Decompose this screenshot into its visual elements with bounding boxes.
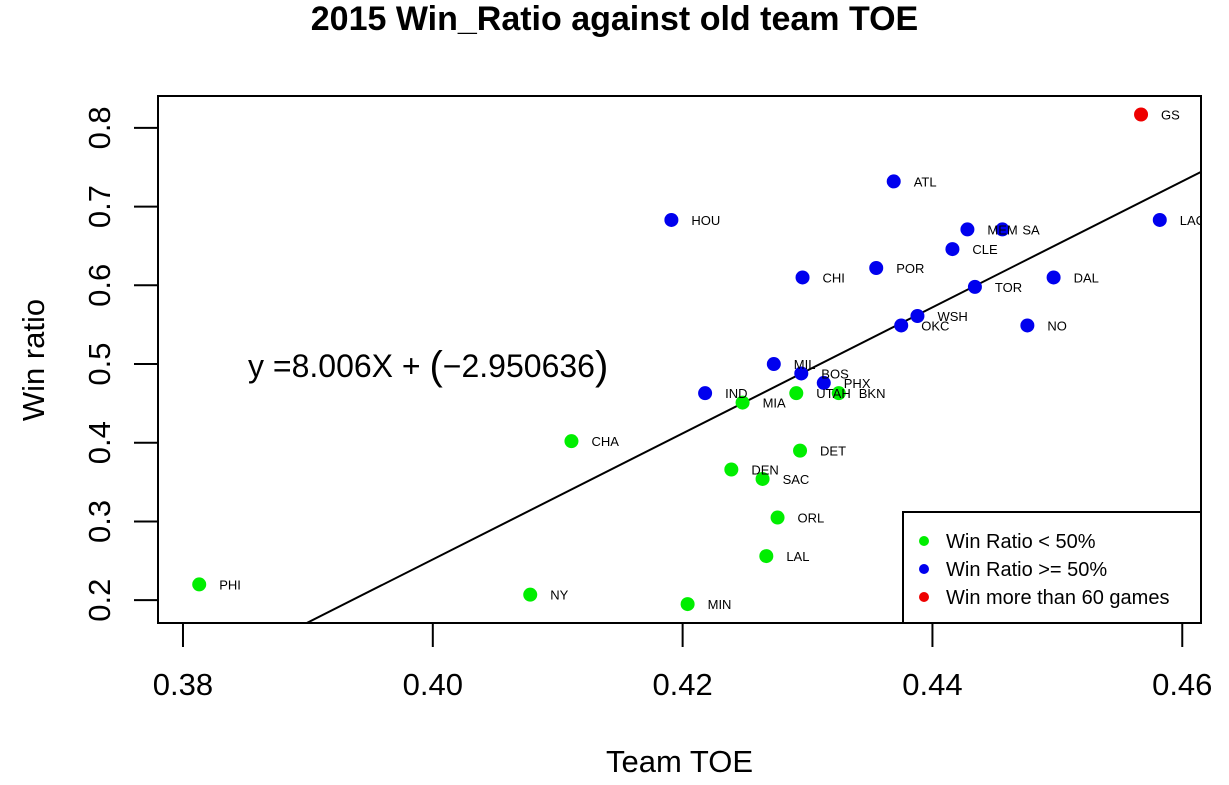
point-label-mil: MIL <box>794 357 816 372</box>
point-label-dal: DAL <box>1074 270 1099 285</box>
data-point-ind <box>698 386 713 401</box>
point-label-bos: BOS <box>821 366 849 381</box>
x-tick-label: 0.44 <box>902 667 962 702</box>
point-label-min: MIN <box>708 597 732 612</box>
y-tick-label: 0.4 <box>82 421 117 464</box>
point-label-sa: SA <box>1022 222 1040 237</box>
point-label-wsh: WSH <box>937 309 967 324</box>
point-label-lal: LAL <box>786 549 809 564</box>
legend-label-low: Win Ratio < 50% <box>946 531 1096 553</box>
point-label-mem: MEM <box>987 222 1017 237</box>
x-tick-label: 0.46 <box>1152 667 1212 702</box>
data-point-cle <box>945 242 960 257</box>
regression-line <box>304 170 1201 623</box>
data-point-atl <box>886 174 901 189</box>
data-point-ny <box>523 587 538 602</box>
data-point-phx <box>816 375 831 390</box>
point-label-chi: CHI <box>823 270 845 285</box>
point-label-cle: CLE <box>972 242 998 257</box>
y-axis-label: Win ratio <box>16 298 51 422</box>
equation-prefix: y =8.006X + <box>248 348 430 384</box>
legend-label-high: Win Ratio >= 50% <box>946 559 1107 581</box>
y-axis: 0.2 0.3 0.4 0.5 0.6 0.7 0.8 <box>82 106 159 622</box>
point-label-mia: MIA <box>763 396 786 411</box>
legend-box <box>902 511 1202 624</box>
x-axis-label: Team TOE <box>605 744 754 779</box>
y-tick-label: 0.2 <box>82 579 117 622</box>
point-label-lac: LAC <box>1180 213 1205 228</box>
data-point-bos <box>794 366 809 381</box>
point-label-por: POR <box>896 261 924 276</box>
point-label-gs: GS <box>1161 107 1180 122</box>
y-tick-label: 0.7 <box>82 185 117 228</box>
point-label-ny: NY <box>550 588 568 603</box>
y-tick-label: 0.8 <box>82 106 117 149</box>
equation-left-paren: ( <box>429 344 443 388</box>
data-point-mil <box>766 357 781 372</box>
y-tick-label: 0.5 <box>82 342 117 385</box>
data-point-por <box>869 260 884 275</box>
legend: Win Ratio < 50% Win Ratio >= 50% Win more … <box>902 511 1202 624</box>
point-label-bkn: BKN <box>859 386 886 401</box>
point-label-hou: HOU <box>691 213 720 228</box>
x-tick-label: 0.42 <box>652 667 712 702</box>
point-label-det: DET <box>820 444 846 459</box>
data-point-mia <box>735 395 750 410</box>
data-point-no <box>1020 318 1035 333</box>
data-point-utah <box>789 386 804 401</box>
point-label-phx: PHX <box>844 376 871 391</box>
data-point-lac <box>1152 212 1167 227</box>
point-label-phi: PHI <box>219 577 241 592</box>
legend-marker-top <box>919 592 929 602</box>
point-label-cha: CHA <box>591 434 619 449</box>
data-point-det <box>793 443 808 458</box>
data-point-min <box>680 597 695 612</box>
equation-intercept: −2.950636 <box>442 348 595 384</box>
point-label-utah: UTAH <box>816 386 850 401</box>
legend-label-top: Win more than 60 games <box>946 587 1169 609</box>
data-point-tor <box>967 279 982 294</box>
data-point-chi <box>795 270 810 285</box>
point-label-den: DEN <box>751 463 778 478</box>
point-label-okc: OKC <box>921 318 949 333</box>
point-label-sac: SAC <box>783 472 810 487</box>
point-label-atl: ATL <box>914 174 937 189</box>
data-point-orl <box>770 510 785 525</box>
x-tick-label: 0.38 <box>153 667 213 702</box>
regression-equation: y =8.006X + (−2.950636) <box>248 342 609 388</box>
point-label-orl: ORL <box>798 511 825 526</box>
data-point-dal <box>1046 270 1061 285</box>
x-axis: 0.38 0.40 0.42 0.44 0.46 <box>153 622 1212 702</box>
point-label-ind: IND <box>725 386 747 401</box>
data-point-den <box>724 462 739 477</box>
data-point-sac <box>755 471 770 486</box>
y-tick-label: 0.3 <box>82 500 117 543</box>
data-point-hou <box>664 212 679 227</box>
chart-title: 2015 Win_Ratio against old team TOE <box>310 0 919 38</box>
data-point-lal <box>759 549 774 564</box>
data-point-phi <box>192 577 207 592</box>
legend-marker-high <box>919 564 929 574</box>
data-point-sa <box>995 222 1010 237</box>
data-point-okc <box>894 318 909 333</box>
data-point-bkn <box>831 386 846 401</box>
data-point-wsh <box>910 309 925 324</box>
x-tick-label: 0.40 <box>403 667 463 702</box>
point-label-tor: TOR <box>995 280 1022 295</box>
equation-right-paren: ) <box>594 344 609 388</box>
y-tick-label: 0.6 <box>82 264 117 307</box>
point-label-no: NO <box>1047 318 1067 333</box>
data-point-mem <box>960 222 975 237</box>
legend-marker-low <box>919 536 929 546</box>
data-point-gs <box>1134 107 1149 122</box>
data-point-cha <box>564 434 579 449</box>
